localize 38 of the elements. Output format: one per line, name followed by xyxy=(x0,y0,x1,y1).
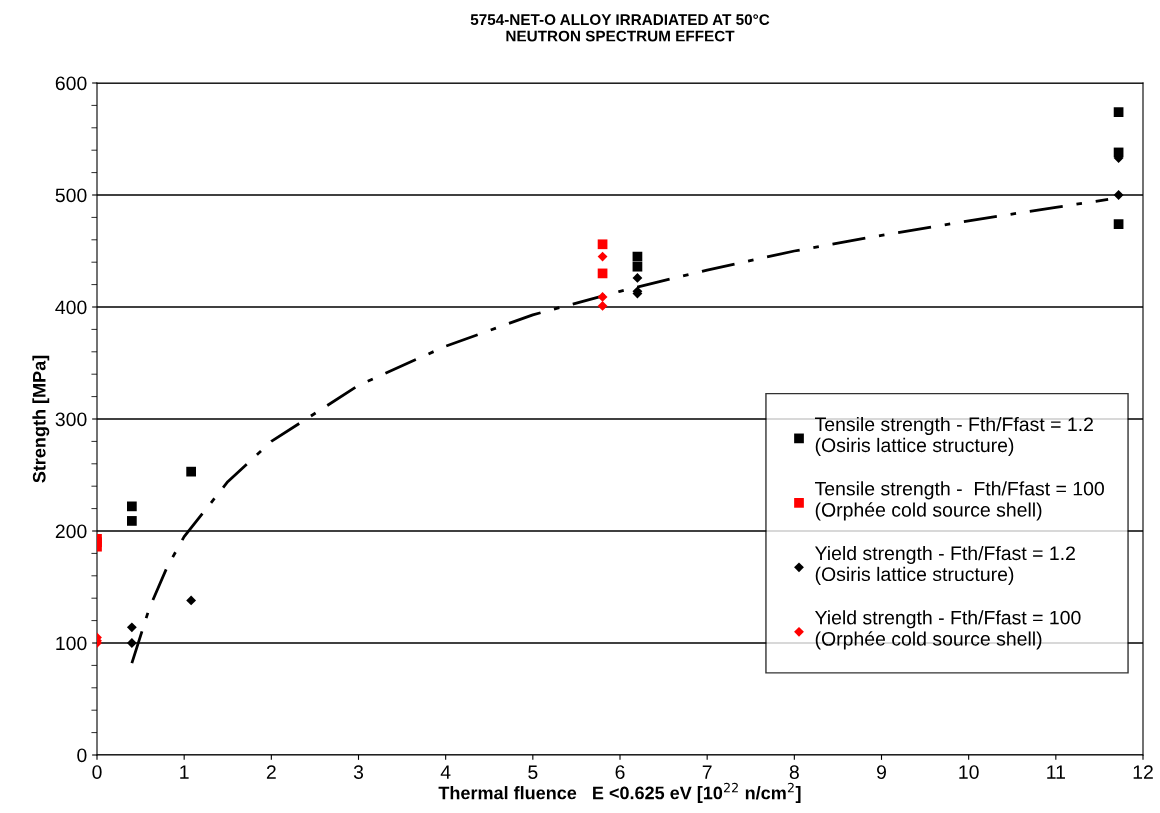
point xyxy=(186,595,197,606)
y-tick-label: 300 xyxy=(55,412,87,427)
legend-label: Yield strength - Fth/Ffast = 1.2 (Osiris lattice structure) xyxy=(814,545,1075,585)
y-tick-label: 400 xyxy=(55,300,87,315)
y-tick-label: 0 xyxy=(77,748,87,763)
x-tick-label: 7 xyxy=(702,765,712,779)
x-tick-label: 12 xyxy=(1133,765,1153,779)
point xyxy=(126,638,137,648)
x-tick-label: 5 xyxy=(528,765,538,779)
y-axis-title: Strength [MPa] xyxy=(32,355,50,483)
x-tick-label: 4 xyxy=(440,765,451,779)
chart-title: 5754-NET-O ALLOY IRRADIATED AT 50°C NEUTRON SPECTRUM EFFECT xyxy=(470,14,770,42)
x-axis-title: Thermal fluence E <0.625 eV [10$^{22}$ n/cm$^{2}$] xyxy=(438,782,801,803)
x-tick-label: 1 xyxy=(180,765,189,779)
point xyxy=(1113,190,1124,200)
x-tick-label: 6 xyxy=(615,765,625,779)
point xyxy=(1113,219,1124,229)
point xyxy=(127,501,137,512)
y-tick-label: 200 xyxy=(55,524,87,539)
x-tick-label: 8 xyxy=(789,765,799,779)
point xyxy=(186,466,196,477)
point xyxy=(632,261,643,272)
point xyxy=(632,272,643,283)
point xyxy=(126,622,137,633)
y-tick-label: 100 xyxy=(56,636,87,651)
y-tick-label: 500 xyxy=(55,188,87,203)
x-tick-label: 2 xyxy=(266,765,276,779)
x-tick-label: 0 xyxy=(92,765,102,779)
x-tick-label: 3 xyxy=(353,765,364,779)
legend-label: Tensile strength - Fth/Ffast = 1.2 (Osiris lattice structure) xyxy=(815,416,1093,456)
point xyxy=(1113,107,1124,117)
x-tick-label: 10 xyxy=(959,765,979,779)
x-tick-label: 11 xyxy=(1047,765,1065,779)
legend-label: Tensile strength - Fth/Ffast = 100 (Orphée cold source shell) xyxy=(815,481,1104,521)
point xyxy=(127,516,137,526)
x-tick-label: 9 xyxy=(877,765,886,779)
legend-label: Yield strength - Fth/Ffast = 100 (Orphée cold source shell) xyxy=(814,610,1081,650)
y-tick-label: 600 xyxy=(55,76,87,91)
